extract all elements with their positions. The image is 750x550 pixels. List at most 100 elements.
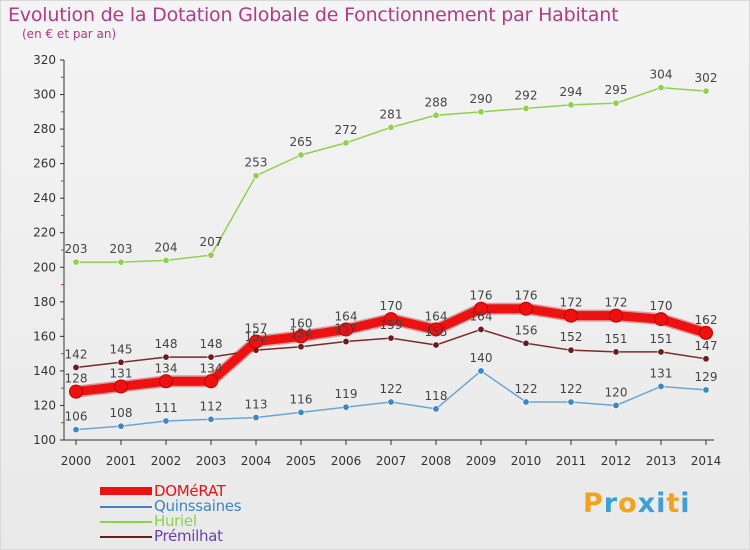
data-label-premilhat: 155 [425, 325, 448, 339]
data-point-huriel [477, 108, 485, 116]
data-label-huriel: 203 [110, 242, 133, 256]
x-tick-label: 2014 [691, 454, 722, 468]
logo-letter: i [656, 488, 667, 519]
data-label-premilhat: 151 [605, 332, 628, 346]
x-tick-label: 2012 [601, 454, 632, 468]
data-point-quinssaines [522, 398, 530, 406]
legend-item-domerat: DOMéRAT [100, 482, 360, 500]
data-label-domerat: 134 [200, 361, 223, 375]
legend-label-domerat: DOMéRAT [154, 482, 226, 500]
data-label-quinssaines: 118 [425, 389, 448, 403]
legend-item-quinssaines: Quinssaines [100, 497, 360, 515]
logo-letter: r [603, 488, 619, 519]
data-label-quinssaines: 116 [290, 392, 313, 406]
data-label-huriel: 203 [65, 242, 88, 256]
data-point-huriel [162, 256, 170, 264]
legend-swatch-quinssaines [100, 506, 152, 508]
axes: 100 120 140 160 180 200 220 240 260 280 300 320 2000… [33, 53, 721, 468]
data-point-domerat [474, 301, 488, 316]
data-label-domerat: 172 [605, 296, 628, 310]
x-tick-label: 2008 [421, 454, 452, 468]
data-point-premilhat [72, 363, 80, 371]
data-point-huriel [342, 139, 350, 147]
data-point-huriel [72, 258, 80, 266]
x-tick-label: 2000 [61, 454, 92, 468]
data-label-huriel: 292 [515, 88, 538, 102]
y-tick-label: 300 [33, 88, 56, 102]
data-point-quinssaines [657, 382, 665, 390]
data-label-premilhat: 148 [155, 337, 178, 351]
logo-letter: x [637, 488, 657, 519]
data-point-premilhat [657, 348, 665, 356]
y-tick-label: 140 [33, 364, 56, 378]
data-labels-layer: 203 203 204 207 253 265 272 281 288 290 292 294 295 3… [65, 68, 718, 424]
data-point-quinssaines [117, 422, 125, 430]
y-tick-label: 220 [33, 226, 56, 240]
y-tick-label: 160 [33, 329, 56, 343]
y-tick-label: 260 [33, 157, 56, 171]
data-label-huriel: 295 [605, 83, 628, 97]
data-point-domerat [654, 312, 668, 327]
data-label-domerat: 176 [470, 289, 493, 303]
data-point-premilhat [117, 358, 125, 366]
data-label-premilhat: 159 [380, 318, 403, 332]
y-tick-label: 320 [33, 53, 56, 67]
data-label-domerat: 170 [380, 299, 403, 313]
data-label-domerat: 170 [650, 299, 673, 313]
data-point-domerat [699, 325, 713, 340]
data-label-quinssaines: 106 [65, 410, 88, 424]
data-point-premilhat [432, 341, 440, 349]
data-point-huriel [207, 251, 215, 259]
y-tick-label: 120 [33, 398, 56, 412]
data-label-domerat: 131 [110, 366, 133, 380]
data-point-quinssaines [387, 398, 395, 406]
data-label-premilhat: 145 [110, 342, 133, 356]
data-label-quinssaines: 131 [650, 366, 673, 380]
data-point-domerat [159, 374, 173, 389]
legend-item-premilhat: Prémilhat [100, 527, 360, 545]
data-label-huriel: 207 [200, 235, 223, 249]
legend-swatch-huriel [100, 521, 152, 523]
y-tick-label: 180 [33, 295, 56, 309]
data-point-domerat [339, 322, 353, 337]
y-tick-label: 240 [33, 191, 56, 205]
legend-label-quinssaines: Quinssaines [154, 497, 242, 515]
data-label-huriel: 265 [290, 135, 313, 149]
data-label-quinssaines: 122 [560, 382, 583, 396]
data-label-quinssaines: 140 [470, 351, 493, 365]
data-point-premilhat [162, 353, 170, 361]
data-label-huriel: 288 [425, 95, 448, 109]
data-point-premilhat [207, 353, 215, 361]
data-label-domerat: 176 [515, 289, 538, 303]
legend-label-premilhat: Prémilhat [154, 527, 223, 545]
data-point-quinssaines [207, 415, 215, 423]
legend-swatch-domerat [100, 487, 152, 495]
data-label-huriel: 204 [155, 240, 178, 254]
proxiti-logo: Proxiti [583, 488, 691, 519]
data-point-premilhat [477, 325, 485, 333]
data-label-domerat: 164 [335, 309, 358, 323]
data-point-premilhat [702, 355, 710, 363]
x-tick-label: 2005 [286, 454, 317, 468]
data-point-quinssaines [612, 401, 620, 409]
data-point-quinssaines [162, 417, 170, 425]
data-label-domerat: 164 [425, 309, 448, 323]
data-point-huriel [522, 104, 530, 112]
data-label-premilhat: 154 [290, 327, 313, 341]
data-label-premilhat: 151 [650, 332, 673, 346]
chart-subtitle: (en € et par an) [22, 27, 117, 41]
x-tick-label: 2011 [556, 454, 587, 468]
data-point-quinssaines [297, 408, 305, 416]
data-label-quinssaines: 112 [200, 399, 223, 413]
data-label-quinssaines: 111 [155, 401, 178, 415]
x-tick-label: 2002 [151, 454, 182, 468]
data-point-huriel [387, 123, 395, 131]
data-point-domerat [294, 329, 308, 344]
chart-title: Evolution de la Dotation Globale de Fonc… [8, 4, 619, 26]
data-label-premilhat: 142 [65, 347, 88, 361]
legend-item-huriel: Huriel [100, 512, 360, 530]
data-label-domerat: 134 [155, 361, 178, 375]
data-label-quinssaines: 129 [695, 370, 718, 384]
data-label-quinssaines: 122 [515, 382, 538, 396]
